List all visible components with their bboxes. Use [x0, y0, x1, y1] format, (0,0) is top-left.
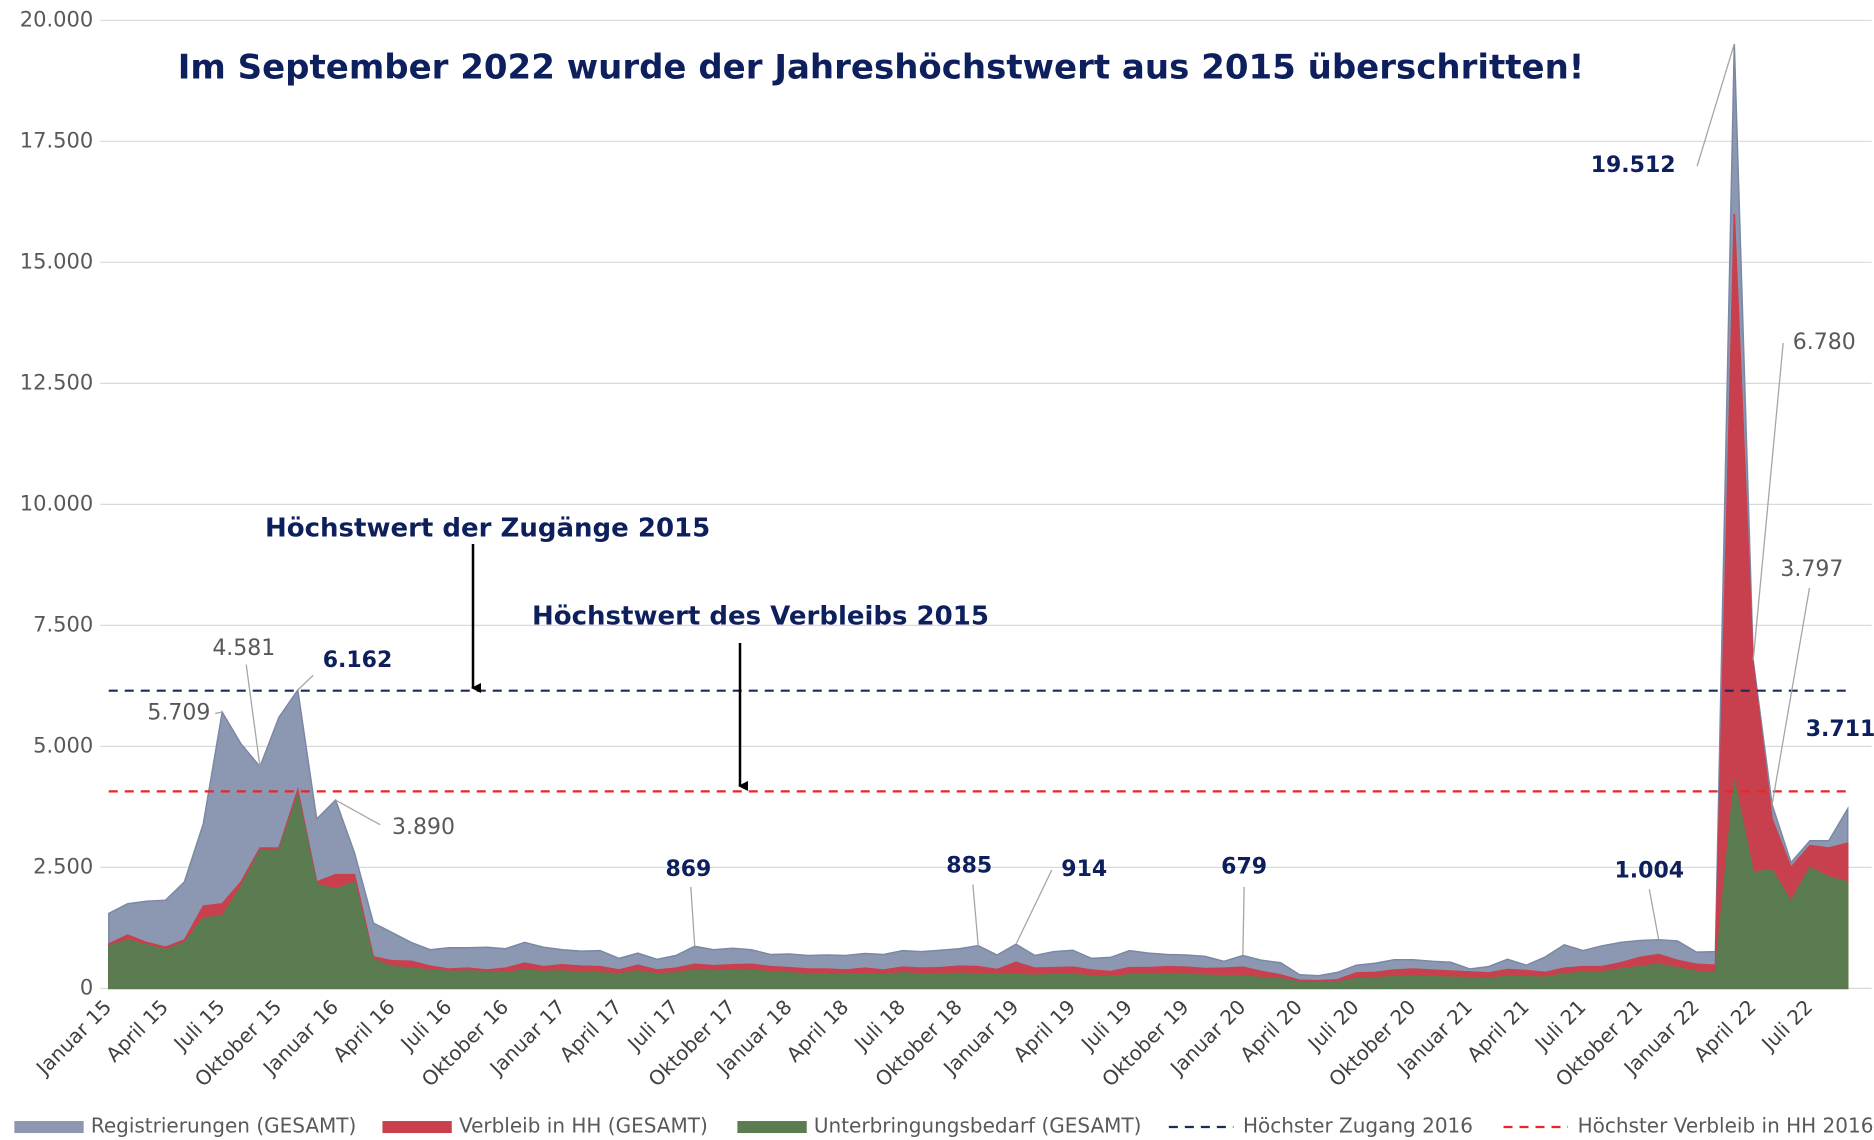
legend-label: Unterbringungsbedarf (GESAMT) [814, 1114, 1142, 1138]
data-label: 1.004 [1615, 858, 1685, 883]
legend-swatch [14, 1121, 84, 1134]
data-label: 3.797 [1780, 557, 1843, 582]
leader-line [1752, 342, 1784, 661]
x-tick-label: April 22 [1689, 995, 1761, 1067]
data-label: 5.709 [147, 701, 210, 726]
data-label: 914 [1061, 857, 1107, 882]
y-tick-label: 20.000 [20, 7, 93, 31]
data-label: 679 [1221, 855, 1267, 880]
leader-line [297, 674, 314, 691]
x-tick-label: Januar 15 [30, 995, 116, 1081]
leader-line [1696, 43, 1735, 167]
x-tick-label: April 15 [101, 995, 173, 1067]
leader-line [335, 799, 381, 826]
x-tick-label: April 19 [1008, 995, 1080, 1067]
y-tick-label: 5.000 [33, 733, 93, 757]
y-tick-label: 10.000 [20, 491, 93, 515]
legend-swatch [382, 1121, 452, 1134]
annotation: Höchstwert des Verbleibs 2015 [532, 602, 989, 632]
leader-line [972, 884, 979, 946]
legend-swatch [737, 1121, 807, 1134]
x-tick-label: April 17 [555, 995, 627, 1067]
y-tick-label: 12.500 [20, 370, 93, 394]
leader-line [1242, 886, 1245, 956]
y-tick-label: 7.500 [33, 612, 93, 636]
leader-line [690, 886, 696, 947]
y-tick-label: 15.000 [20, 249, 93, 273]
data-label: 885 [946, 853, 992, 878]
data-label: 19.512 [1591, 153, 1676, 178]
data-label: 6.780 [1793, 330, 1856, 355]
data-label: 6.162 [323, 648, 393, 673]
x-tick-label: April 21 [1462, 995, 1534, 1067]
x-tick-label: April 20 [1235, 995, 1307, 1067]
annotation: Höchstwert der Zugänge 2015 [265, 514, 710, 544]
x-tick-label: April 18 [782, 995, 854, 1067]
legend-label: Verbleib in HH (GESAMT) [459, 1114, 708, 1138]
leader-line [245, 664, 261, 767]
y-tick-label: 17.500 [20, 128, 93, 152]
leader-line [1648, 889, 1660, 940]
legend-label: Höchster Verbleib in HH 2016 [1578, 1114, 1874, 1138]
data-label: 3.890 [392, 815, 455, 840]
area [108, 780, 1849, 990]
data-label: 3.711 [1806, 717, 1874, 742]
x-tick-label: April 16 [328, 995, 400, 1067]
leader-line [1015, 869, 1053, 945]
y-tick-label: 0 [80, 975, 93, 999]
y-tick-label: 2.500 [33, 854, 93, 878]
legend-label: Höchster Zugang 2016 [1243, 1114, 1473, 1138]
leader-line [1771, 587, 1811, 805]
chart-title: Im September 2022 wurde der Jahreshöchst… [178, 48, 1585, 88]
leader-line [214, 711, 223, 715]
data-label: 869 [665, 857, 711, 882]
data-label: 4.581 [212, 636, 275, 661]
x-tick-label: Juli 22 [1755, 995, 1817, 1057]
legend-label: Registrierungen (GESAMT) [91, 1114, 356, 1138]
